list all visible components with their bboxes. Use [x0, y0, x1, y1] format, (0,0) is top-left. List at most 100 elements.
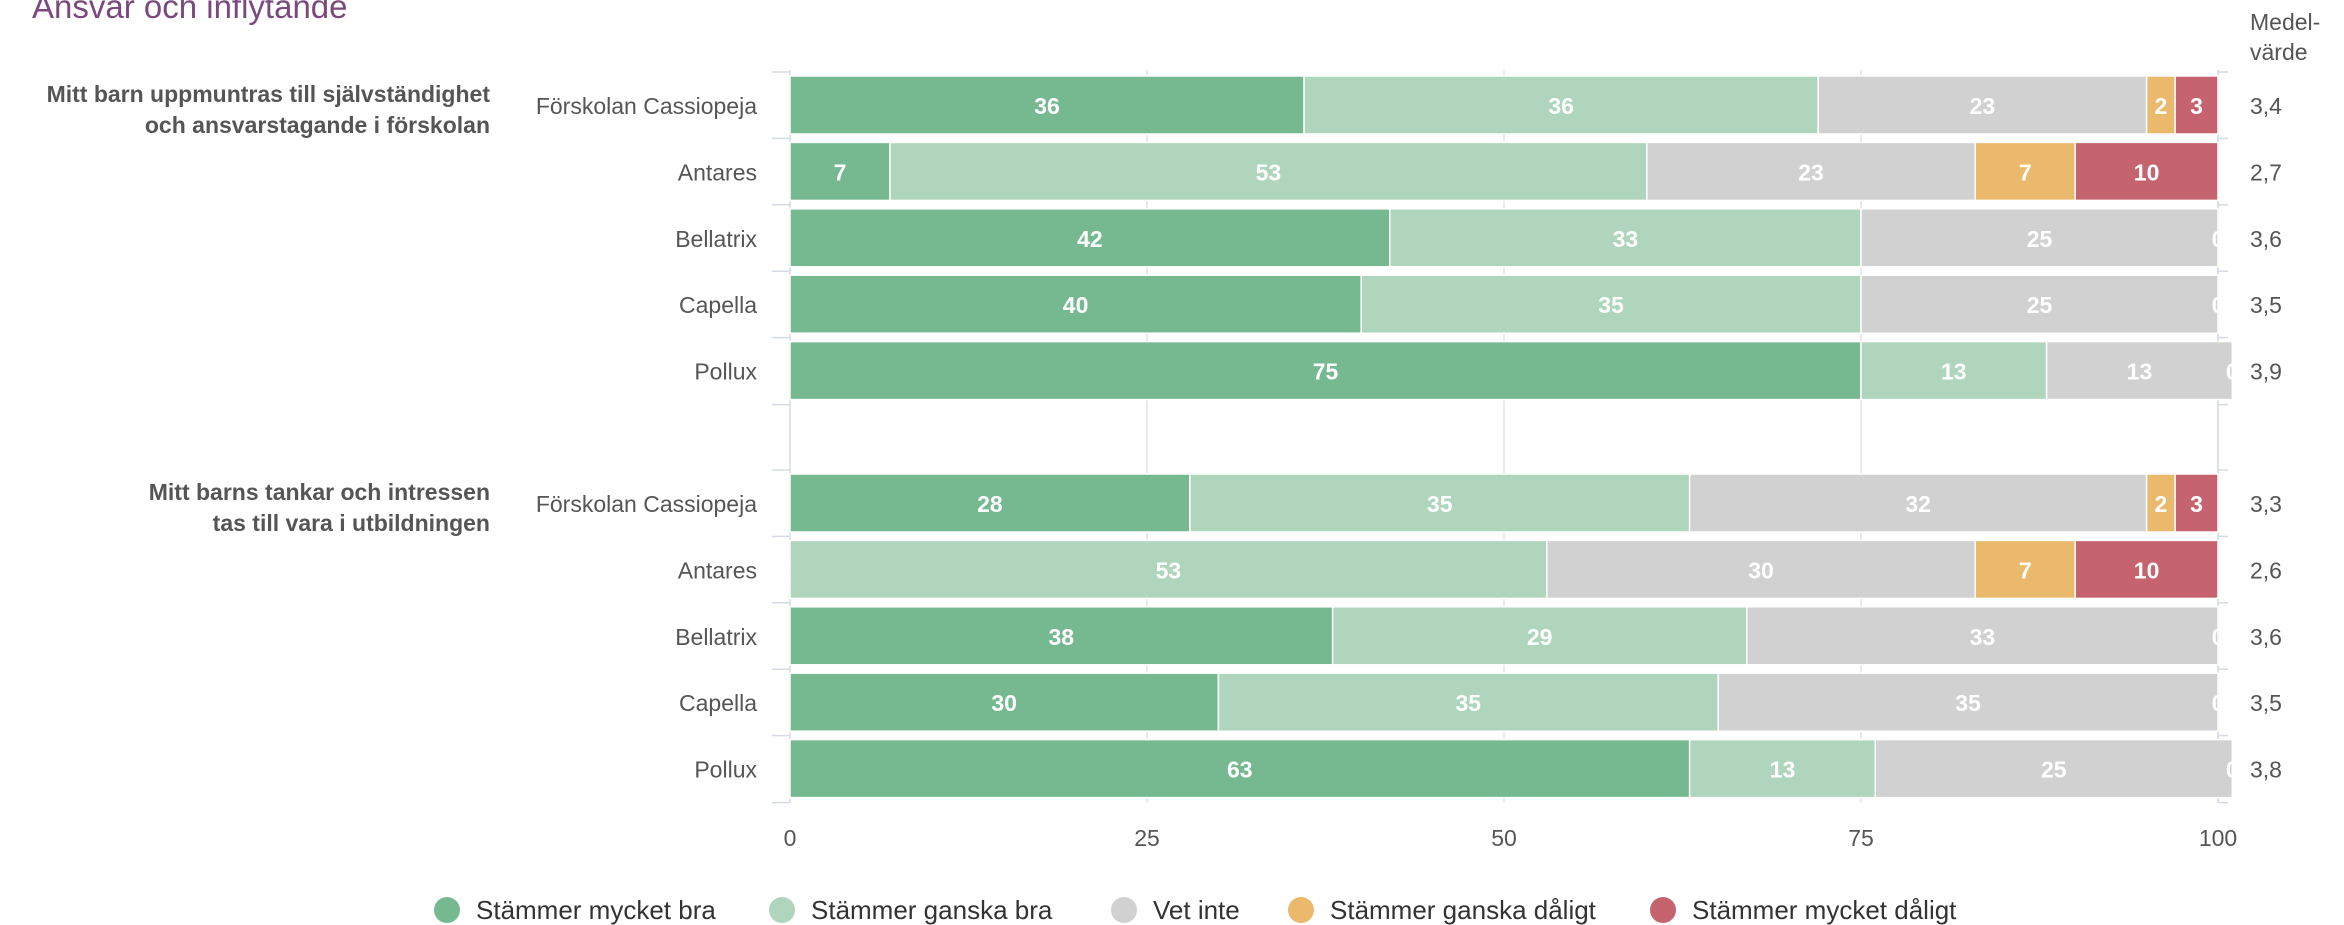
bar-segment: [789, 75, 1305, 135]
data-label: 7: [2019, 557, 2032, 583]
category-label: Bellatrix: [675, 624, 757, 650]
question-label: och ansvarstagande i förskolan: [145, 112, 490, 138]
legend-item: Stämmer mycket bra: [434, 895, 716, 925]
data-label: 75: [1313, 359, 1339, 385]
bar-segment: [2174, 75, 2219, 135]
mean-value: 3,5: [2250, 690, 2282, 716]
bar-segment: [789, 473, 1191, 533]
legend-label: Vet inte: [1153, 895, 1240, 925]
bar-segment: [2174, 473, 2219, 533]
data-label: 7: [2019, 159, 2032, 185]
legend-label: Stämmer ganska bra: [811, 895, 1053, 925]
mean-value: 3,9: [2250, 359, 2282, 385]
data-label: 35: [1427, 491, 1453, 517]
x-tick-label: 0: [784, 825, 797, 851]
bar-row: Förskolan Cassiopeja 36 36 23 2 3 3,4: [536, 71, 2282, 135]
data-label: 29: [1527, 624, 1553, 650]
question-label: Mitt barns tankar och intressen: [149, 479, 490, 505]
data-label: 13: [1941, 359, 1967, 385]
legend-swatch: [1650, 897, 1676, 923]
data-label: 36: [1548, 93, 1574, 119]
legend-swatch: [434, 897, 460, 923]
bar-segment: [1389, 208, 1862, 268]
bar-segment: [789, 274, 1362, 334]
bar-segment: [789, 208, 1391, 268]
category-label: Capella: [679, 292, 757, 318]
legend-item: Stämmer mycket dåligt: [1650, 895, 1957, 925]
category-label: Pollux: [694, 359, 757, 385]
mean-header: Medel-: [2250, 9, 2320, 35]
bar-segment: [2145, 75, 2176, 135]
legend-item: Stämmer ganska bra: [769, 895, 1053, 925]
mean-value: 3,3: [2250, 491, 2282, 517]
data-label: 36: [1034, 93, 1060, 119]
bar-segment: [1717, 672, 2219, 732]
mean-value: 3,4: [2250, 93, 2282, 119]
data-label: 28: [977, 491, 1003, 517]
data-label: 35: [1955, 690, 1981, 716]
mean-value: 3,6: [2250, 624, 2282, 650]
data-label: 30: [1748, 557, 1774, 583]
data-label: 0: [2226, 757, 2239, 783]
data-label: 10: [2134, 159, 2160, 185]
legend-label: Stämmer mycket bra: [476, 895, 716, 925]
mean-header: värde: [2250, 39, 2308, 65]
mean-value: 2,7: [2250, 159, 2282, 185]
bar-segment: [1189, 473, 1691, 533]
data-label: 7: [834, 159, 847, 185]
question-label: Mitt barn uppmuntras till självständighe…: [47, 81, 491, 107]
legend-item: Stämmer ganska dåligt: [1288, 895, 1597, 925]
data-label: 13: [1770, 757, 1796, 783]
data-label: 35: [1456, 690, 1482, 716]
bar-segment: [789, 738, 1691, 799]
bar-segment: [889, 141, 1648, 202]
x-tick-label: 100: [2199, 825, 2237, 851]
data-label: 10: [2134, 557, 2160, 583]
data-label: 0: [2226, 359, 2239, 385]
data-label: 33: [1970, 624, 1996, 650]
data-label: 40: [1063, 292, 1089, 318]
legend-label: Stämmer mycket dåligt: [1692, 895, 1957, 925]
data-label: 3: [2190, 93, 2203, 119]
data-label: 35: [1598, 292, 1624, 318]
data-label: 0: [2212, 624, 2225, 650]
data-label: 25: [2027, 292, 2053, 318]
bar-segment: [1874, 738, 2234, 799]
bar-segment: [789, 539, 1548, 600]
bar-segment: [1217, 672, 1719, 732]
data-label: 25: [2041, 757, 2067, 783]
mean-value: 3,5: [2250, 292, 2282, 318]
bar-segment: [1360, 274, 1862, 334]
bar-segment: [789, 672, 1220, 732]
bar-segment: [789, 141, 891, 202]
bar-row: Bellatrix 38 29 33 0 3,6: [675, 602, 2282, 666]
data-label: 0: [2212, 226, 2225, 252]
category-label: Förskolan Cassiopeja: [536, 93, 757, 119]
bar-segment: [1303, 75, 1819, 135]
data-label: 63: [1227, 757, 1253, 783]
bar-row: Capella 30 35 35 0 3,5: [679, 668, 2282, 732]
question-label: tas till vara i utbildningen: [213, 510, 490, 536]
bar-row: Pollux 75 13 13 0 3,9: [694, 336, 2282, 406]
bar-segment: [1860, 274, 2219, 334]
x-tick-label: 50: [1491, 825, 1517, 851]
bar-segment: [1860, 208, 2219, 268]
bar-row: Capella 40 35 25 0 3,5: [679, 270, 2282, 334]
data-label: 25: [2027, 226, 2053, 252]
data-label: 0: [2212, 292, 2225, 318]
category-label: Antares: [678, 557, 757, 583]
chart-title: Ansvar och inflytande: [32, 0, 348, 25]
data-label: 2: [2154, 491, 2167, 517]
x-tick-label: 75: [1848, 825, 1874, 851]
legend-swatch: [1288, 897, 1314, 923]
data-label: 23: [1970, 93, 1996, 119]
bar-segment: [2045, 340, 2234, 401]
bar-segment: [789, 340, 1862, 401]
bar-row: Förskolan Cassiopeja 28 35 32 2 3 3,3: [536, 469, 2282, 533]
category-label: Antares: [678, 159, 757, 185]
legend: Stämmer mycket bra Stämmer ganska bra Vet …: [434, 895, 1957, 925]
bar-segment: [1688, 738, 1877, 799]
data-label: 30: [991, 690, 1017, 716]
data-label: 53: [1156, 557, 1182, 583]
category-label: Bellatrix: [675, 226, 757, 252]
